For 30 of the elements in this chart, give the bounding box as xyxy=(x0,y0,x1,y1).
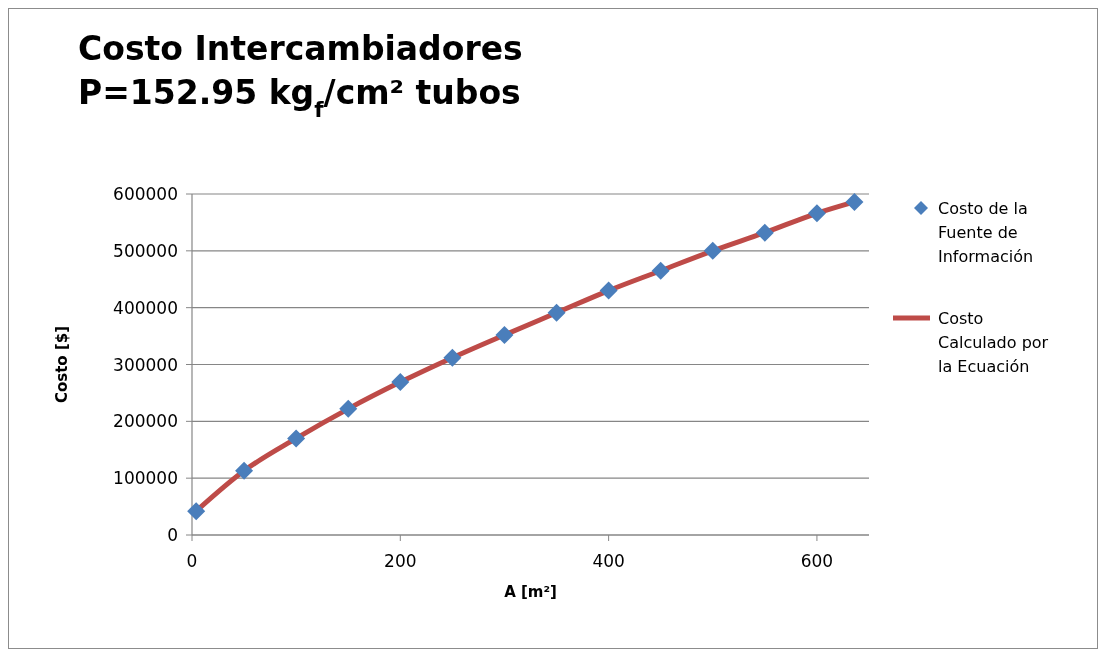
chart-title: Costo Intercambiadores P=152.95 kg$_{f}$/cm² tubos xyxy=(78,29,523,122)
x-tick-label: 600 xyxy=(800,551,834,571)
point xyxy=(339,399,358,418)
point xyxy=(443,348,462,367)
y-tick-label: 600000 xyxy=(113,184,178,204)
point xyxy=(391,373,410,392)
point xyxy=(495,325,514,344)
point xyxy=(287,429,306,448)
y-tick-label: 100000 xyxy=(113,468,178,489)
y-tick-label: 200000 xyxy=(113,411,178,432)
y-axis-title: Costo [$] xyxy=(53,325,71,404)
x-tick-label: 0 xyxy=(186,551,198,571)
y-tick-label: 0 xyxy=(167,525,178,545)
point xyxy=(187,502,206,521)
legend-label: Costo de la Fuente de Información xyxy=(938,199,1034,266)
legend-label: Costo Calculado por la Ecuación xyxy=(938,309,1049,376)
point xyxy=(235,461,254,480)
point xyxy=(599,281,618,300)
point xyxy=(845,192,864,211)
point xyxy=(755,223,774,242)
point xyxy=(703,241,722,260)
point xyxy=(547,303,566,322)
point xyxy=(807,204,826,223)
y-tick-label: 400000 xyxy=(113,297,178,318)
y-tick-label: 300000 xyxy=(113,354,178,375)
x-tick-label: 400 xyxy=(592,551,625,571)
point xyxy=(651,261,670,280)
x-axis-title: A [m²] xyxy=(504,583,557,601)
y-tick-label: 500000 xyxy=(113,240,178,261)
x-tick-label: 200 xyxy=(384,551,417,571)
